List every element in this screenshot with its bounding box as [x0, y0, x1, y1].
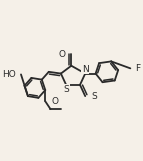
Text: HO: HO [2, 70, 16, 79]
Text: O: O [58, 50, 65, 59]
Text: S: S [63, 85, 69, 94]
Text: O: O [51, 97, 58, 106]
Text: S: S [91, 92, 97, 101]
Text: N: N [82, 65, 89, 74]
Text: F: F [136, 64, 141, 73]
